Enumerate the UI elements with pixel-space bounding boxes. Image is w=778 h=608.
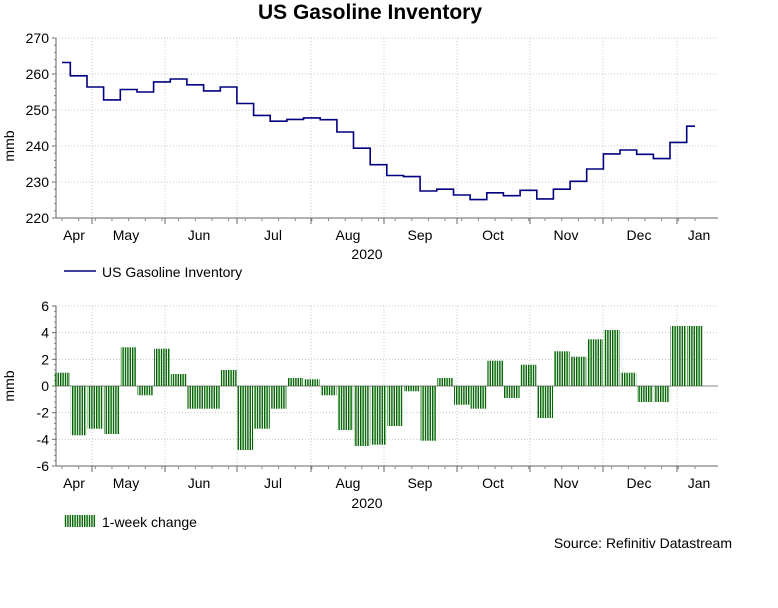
inventory-x-year-label: 2020 — [351, 246, 382, 262]
change-bar — [337, 386, 354, 430]
change-bar — [187, 386, 204, 409]
change-bar — [254, 386, 270, 429]
change-bar — [603, 330, 620, 386]
change-bar — [354, 386, 370, 446]
change-bar — [87, 386, 104, 429]
change-x-year-label: 2020 — [351, 495, 382, 511]
inventory-y-tick-label: 240 — [26, 138, 50, 154]
inventory-y-tick-label: 230 — [26, 174, 50, 190]
change-y-tick-label: -4 — [37, 431, 50, 447]
inventory-y-tick-label: 270 — [26, 30, 50, 46]
change-x-tick-label: Nov — [554, 475, 579, 491]
change-bar — [687, 326, 703, 386]
change-bar — [420, 386, 437, 441]
inventory-y-axis-label: mmb — [1, 130, 17, 161]
change-x-tick-label: Jun — [188, 475, 211, 491]
inventory-y-tick-label: 250 — [26, 102, 50, 118]
change-bar — [637, 386, 653, 402]
change-bar — [137, 386, 154, 396]
change-series — [54, 326, 703, 450]
change-x-tick-label: Dec — [627, 475, 652, 491]
inventory-series — [62, 61, 695, 201]
change-bar — [454, 386, 470, 405]
inventory-y-tick-label: 260 — [26, 66, 50, 82]
change-bar — [537, 386, 553, 418]
change-bar — [287, 378, 304, 386]
change-bar — [620, 372, 637, 386]
inventory-x-tick-label: Jul — [264, 227, 282, 243]
change-axes: -6 -4 -2 0 2 4 6 Apr May Jun Jul Aug Sep Oct Nov Dec Jan — [37, 298, 718, 491]
change-bar — [220, 370, 237, 386]
change-bar — [404, 386, 420, 392]
inventory-x-tick-label: Apr — [63, 227, 85, 243]
change-bar — [204, 386, 220, 409]
change-bar — [553, 351, 570, 386]
change-y-tick-label: -2 — [37, 405, 50, 421]
change-legend-label: 1-week change — [102, 514, 197, 530]
inventory-line — [62, 61, 695, 201]
change-x-tick-label: May — [113, 475, 139, 491]
change-legend-swatch-fill — [64, 515, 96, 527]
change-y-tick-label: 0 — [41, 378, 49, 394]
inventory-y-tick-label: 220 — [26, 210, 50, 226]
change-bar — [304, 379, 320, 386]
change-x-tick-label: Aug — [336, 475, 361, 491]
inventory-gridlines — [56, 37, 718, 219]
change-bar — [154, 348, 170, 386]
inventory-x-tick-label: Oct — [482, 227, 504, 243]
change-bar — [570, 356, 587, 386]
change-y-tick-label: 4 — [41, 325, 49, 341]
change-bar — [653, 386, 670, 402]
chart-title: US Gasoline Inventory — [257, 1, 483, 24]
change-y-axis-label: mmb — [1, 370, 17, 401]
change-x-tick-label: Jul — [264, 475, 282, 491]
inventory-x-tick-label: Sep — [408, 227, 433, 243]
inventory-x-tick-label: Dec — [627, 227, 652, 243]
inventory-legend-label: US Gasoline Inventory — [102, 264, 242, 280]
change-y-tick-label: 6 — [41, 298, 49, 314]
change-bar — [487, 360, 503, 386]
source-note: Source: Refinitiv Datastream — [553, 535, 732, 551]
change-bar — [587, 339, 603, 386]
inventory-axes: 220 230 240 250 260 270 Apr May Jun Jul Aug Sep Oct N… — [26, 30, 718, 243]
change-x-tick-label: Oct — [482, 475, 504, 491]
inventory-x-tick-label: May — [113, 227, 139, 243]
change-bar — [437, 378, 453, 386]
change-bar — [104, 386, 120, 434]
change-bar — [470, 386, 487, 409]
change-bar — [120, 347, 137, 386]
change-bar — [503, 386, 520, 398]
change-panel: -6 -4 -2 0 2 4 6 Apr May Jun Jul Aug Sep Oct Nov Dec Jan — [37, 298, 718, 491]
change-x-tick-label: Sep — [408, 475, 433, 491]
change-bar — [520, 364, 537, 386]
change-bar — [70, 386, 87, 436]
change-x-tick-label: Apr — [63, 475, 85, 491]
change-bar — [387, 386, 403, 426]
inventory-panel: 220 230 240 250 260 270 Apr May Jun Jul Aug Sep Oct N… — [26, 30, 718, 243]
inventory-x-tick-label: Jan — [688, 227, 711, 243]
inventory-x-tick-label: Nov — [554, 227, 579, 243]
inventory-x-tick-label: Aug — [336, 227, 361, 243]
change-bar — [270, 386, 287, 409]
change-bar — [54, 372, 70, 386]
change-legend-swatch — [64, 515, 96, 527]
change-bar — [170, 374, 187, 386]
change-bar — [237, 386, 254, 450]
change-bar — [370, 386, 387, 445]
change-y-tick-label: -6 — [37, 458, 50, 474]
change-bar — [670, 326, 687, 386]
change-bar — [320, 386, 337, 396]
change-x-tick-label: Jan — [688, 475, 711, 491]
inventory-x-tick-label: Jun — [188, 227, 211, 243]
change-y-tick-label: 2 — [41, 351, 49, 367]
